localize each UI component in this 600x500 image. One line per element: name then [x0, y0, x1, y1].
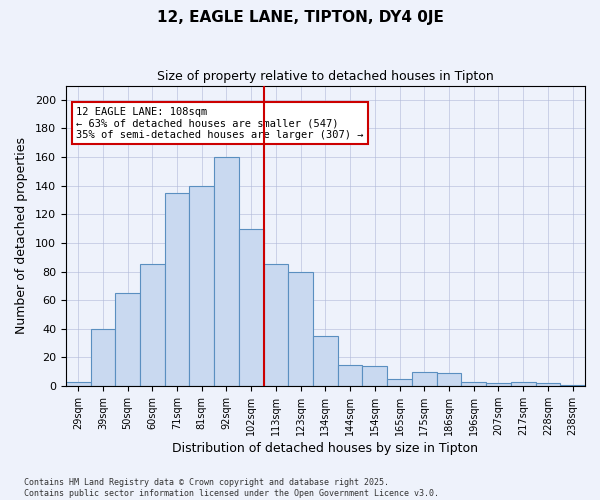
Bar [214, 157, 239, 386]
Bar [560, 384, 585, 386]
Bar [387, 379, 412, 386]
X-axis label: Distribution of detached houses by size in Tipton: Distribution of detached houses by size … [172, 442, 478, 455]
Bar [239, 228, 263, 386]
Text: Contains HM Land Registry data © Crown copyright and database right 2025.
Contai: Contains HM Land Registry data © Crown c… [24, 478, 439, 498]
Bar [91, 328, 115, 386]
Bar [263, 264, 289, 386]
Text: 12 EAGLE LANE: 108sqm
← 63% of detached houses are smaller (547)
35% of semi-det: 12 EAGLE LANE: 108sqm ← 63% of detached … [76, 106, 364, 140]
Bar [412, 372, 437, 386]
Bar [511, 382, 536, 386]
Bar [313, 336, 338, 386]
Y-axis label: Number of detached properties: Number of detached properties [15, 138, 28, 334]
Title: Size of property relative to detached houses in Tipton: Size of property relative to detached ho… [157, 70, 494, 83]
Bar [115, 293, 140, 386]
Bar [362, 366, 387, 386]
Bar [140, 264, 164, 386]
Text: 12, EAGLE LANE, TIPTON, DY4 0JE: 12, EAGLE LANE, TIPTON, DY4 0JE [157, 10, 443, 25]
Bar [289, 272, 313, 386]
Bar [486, 383, 511, 386]
Bar [164, 193, 190, 386]
Bar [536, 383, 560, 386]
Bar [190, 186, 214, 386]
Bar [461, 382, 486, 386]
Bar [437, 373, 461, 386]
Bar [338, 364, 362, 386]
Bar [66, 382, 91, 386]
